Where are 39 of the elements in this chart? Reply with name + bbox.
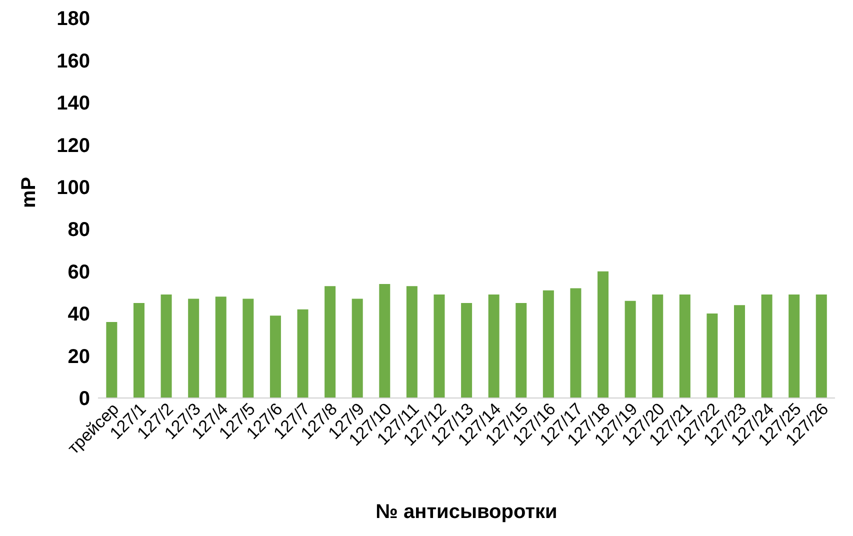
bar: [734, 305, 746, 398]
bar: [816, 294, 827, 398]
bar: [297, 309, 308, 398]
bar: [352, 298, 363, 398]
y-tick-label: 140: [56, 92, 90, 115]
y-tick-label: 160: [56, 50, 90, 72]
bar: [215, 296, 226, 398]
y-tick-label: 180: [56, 8, 90, 30]
bar: [324, 286, 336, 398]
bar: [434, 294, 445, 398]
y-tick-label: 80: [68, 219, 90, 242]
bar: [598, 271, 609, 398]
bar: [488, 294, 500, 398]
y-axis-title: mP: [18, 176, 40, 208]
y-tick-label: 40: [68, 304, 90, 326]
y-tick-label: 0: [78, 388, 90, 410]
bar: [624, 300, 636, 398]
bar: [406, 286, 418, 398]
x-axis-title: № антисыворотки: [376, 501, 558, 523]
bar: [761, 294, 772, 398]
bar: [516, 303, 527, 398]
bar: [461, 303, 472, 398]
bar: [133, 303, 144, 398]
bar: [270, 316, 281, 398]
bar: [106, 322, 118, 398]
y-tick-label: 100: [56, 176, 90, 199]
bar: [706, 314, 718, 398]
bar: [788, 294, 800, 398]
bar: [379, 284, 390, 398]
bar: [570, 288, 582, 398]
bar: [679, 294, 690, 398]
bar: [242, 298, 254, 398]
y-tick-label: 20: [68, 346, 90, 368]
bar: [652, 294, 664, 398]
y-tick-label: 120: [56, 134, 90, 157]
y-tick-label: 60: [68, 261, 90, 284]
bar: [160, 294, 172, 398]
bar: [542, 290, 554, 398]
bar: [188, 298, 200, 398]
